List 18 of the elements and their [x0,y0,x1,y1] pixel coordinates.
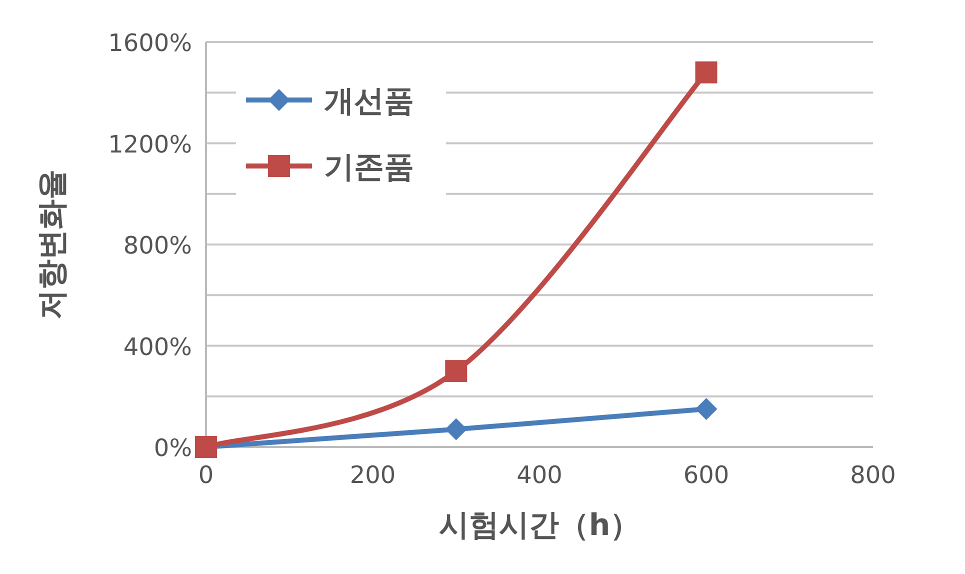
y-tick-label: 0% [154,434,192,462]
legend-label: 개선품 [324,84,414,119]
point [445,418,468,440]
x-tick-label: 0 [198,461,214,489]
point [695,61,718,84]
point [445,360,468,382]
x-tick-label: 600 [683,461,730,489]
x-tick-label: 800 [850,461,896,489]
point [695,398,718,420]
y-tick-label: 1600% [108,29,192,57]
y-tick-label: 400% [123,332,192,361]
x-axis-title: 시험시간（h） [438,508,640,543]
y-tick-label: 1200% [108,130,192,158]
x-tick-label: 400 [516,461,562,489]
x-tick-label: 200 [350,461,396,489]
y-tick-label: 800% [123,232,192,260]
legend-label: 기존품 [324,150,414,185]
y-axis-title: 저항변화율 [35,170,70,320]
